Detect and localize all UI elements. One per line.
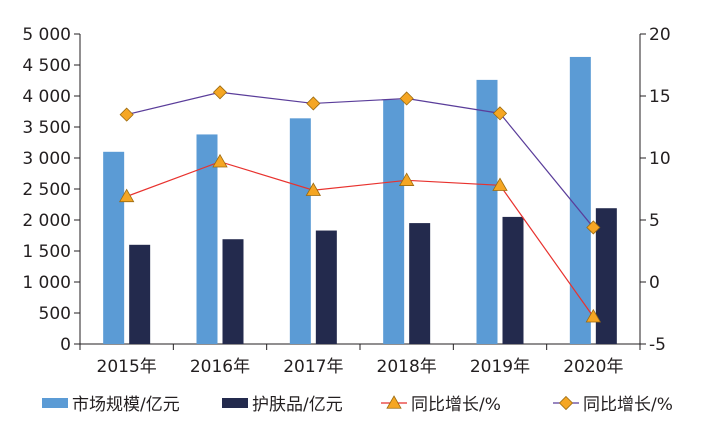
right-tick-label: 0 [649,273,660,293]
series-line [126,161,594,318]
left-tick-label: 3 500 [22,118,71,138]
x-tick-label: 2016年 [190,357,250,377]
bar [502,216,524,344]
diamond-marker [558,395,574,411]
right-tick-label: 15 [649,87,671,107]
legend: 市场规模/亿元 护肤品/亿元 同比增长/% 同比增长/% [42,395,673,415]
diamond-marker [399,91,414,106]
left-tick-label: 1 000 [22,273,71,293]
bars [103,56,617,344]
legend-label: 同比增长/% [411,395,501,415]
x-tick-label: 2015年 [97,357,157,377]
triangle-marker [492,177,508,191]
bar [595,208,617,344]
bar [383,99,405,344]
tick-labels: 0 500 1 000 1 500 2 000 2 500 3 000 3 500 4 000 4… [22,25,670,377]
x-tick-label: 2020年 [563,357,623,377]
left-tick-label: 2 500 [22,180,71,200]
legend-swatch [222,398,248,408]
diamond-marker [586,220,601,235]
left-tick-label: 1 500 [22,242,71,262]
legend-label: 护肤品/亿元 [252,395,343,415]
left-tick-label: 4 000 [22,87,71,107]
axes [74,33,646,350]
legend-label: 市场规模/亿元 [72,395,180,415]
bar [315,230,337,344]
diamond-marker [212,85,228,100]
x-tick-label: 2017年 [283,357,343,377]
legend-label: 同比增长/% [583,395,673,415]
bar [222,239,244,344]
lines [118,85,602,323]
bar [129,244,151,344]
diamond-marker [119,107,134,122]
triangle-marker [398,172,415,186]
left-tick-label: 2 000 [22,211,71,231]
right-tick-label: 5 [649,211,660,231]
bar [196,134,218,344]
diamond-marker [492,106,508,121]
bar [476,79,498,344]
left-tick-label: 3 000 [22,149,71,169]
triangle-marker [305,182,322,196]
triangle-marker [212,153,228,168]
left-tick-label: 4 500 [22,56,71,76]
triangle-marker [386,395,402,409]
series-line [126,91,594,228]
right-tick-label: 20 [649,25,671,45]
x-tick-label: 2019年 [470,357,530,377]
left-tick-label: 0 [60,335,71,355]
legend-swatch [42,398,68,408]
triangle-marker [118,188,135,203]
bar [409,223,431,344]
right-tick-label: -5 [649,335,666,355]
diamond-marker [306,96,321,111]
right-tick-label: 10 [649,149,671,169]
x-tick-label: 2018年 [377,357,437,377]
bar [289,118,311,344]
left-tick-label: 500 [39,304,71,324]
bar [103,151,125,344]
triangle-marker [585,308,602,323]
left-tick-label: 5 000 [22,25,71,45]
bar [569,56,591,344]
